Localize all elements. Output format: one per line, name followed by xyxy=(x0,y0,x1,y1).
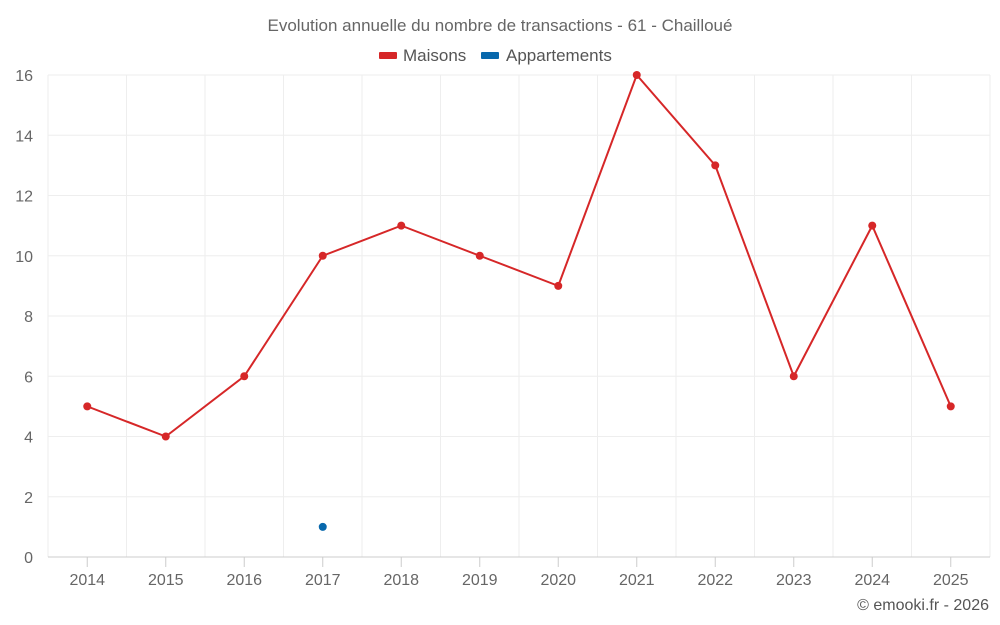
legend: Maisons Appartements xyxy=(379,46,612,65)
data-point-maisons[interactable] xyxy=(83,402,92,411)
data-point-appartements[interactable] xyxy=(318,522,327,531)
y-axis: 0 2 4 6 8 10 12 14 16 xyxy=(15,68,33,567)
data-point-maisons[interactable] xyxy=(632,71,641,79)
data-point-maisons[interactable] xyxy=(711,161,720,170)
series-line-maisons xyxy=(86,74,952,438)
x-tick-label: 2015 xyxy=(148,572,184,589)
data-point-maisons[interactable] xyxy=(554,281,563,290)
y-tick-label: 0 xyxy=(24,550,33,567)
y-tick-label: 14 xyxy=(15,128,33,145)
y-tick-label: 2 xyxy=(24,490,33,507)
data-point-maisons[interactable] xyxy=(161,432,170,441)
x-tick-label: 2021 xyxy=(619,572,655,589)
plot-area xyxy=(83,71,955,531)
y-tick-label: 8 xyxy=(24,309,33,326)
legend-item-appartements[interactable]: Appartements xyxy=(481,46,612,65)
data-point-maisons[interactable] xyxy=(789,372,798,381)
x-tick-label: 2023 xyxy=(776,572,812,589)
x-tick-label: 2022 xyxy=(697,572,733,589)
data-point-maisons[interactable] xyxy=(397,221,406,230)
grid xyxy=(47,74,991,557)
x-axis: 2014 2015 2016 2017 2018 2019 2020 2021 2022 2023… xyxy=(69,557,969,589)
data-point-maisons[interactable] xyxy=(318,251,327,260)
x-tick-label: 2024 xyxy=(854,572,890,589)
data-point-maisons[interactable] xyxy=(946,402,955,411)
data-point-maisons[interactable] xyxy=(868,221,877,230)
y-tick-label: 12 xyxy=(15,189,33,206)
y-tick-label: 4 xyxy=(24,430,33,447)
x-tick-label: 2016 xyxy=(226,572,262,589)
data-point-maisons[interactable] xyxy=(240,372,249,381)
y-tick-label: 16 xyxy=(15,68,33,85)
x-tick-label: 2017 xyxy=(305,572,341,589)
legend-swatch-appartements xyxy=(481,52,499,59)
x-tick-label: 2018 xyxy=(383,572,419,589)
chart-title: Evolution annuelle du nombre de transact… xyxy=(268,16,733,35)
y-tick-label: 10 xyxy=(15,249,33,266)
legend-label-appartements: Appartements xyxy=(506,46,612,65)
y-tick-label: 6 xyxy=(24,369,33,386)
legend-swatch-maisons xyxy=(379,52,397,59)
data-point-maisons[interactable] xyxy=(475,251,484,260)
legend-item-maisons[interactable]: Maisons xyxy=(379,46,466,65)
legend-label-maisons: Maisons xyxy=(403,46,466,65)
x-tick-label: 2014 xyxy=(69,572,105,589)
x-tick-label: 2020 xyxy=(540,572,576,589)
x-tick-label: 2019 xyxy=(462,572,498,589)
credit-text[interactable]: © emooki.fr - 2026 xyxy=(857,597,989,614)
x-tick-label: 2025 xyxy=(933,572,969,589)
